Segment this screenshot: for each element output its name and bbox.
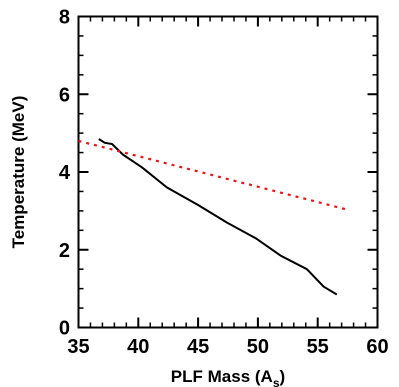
x-axis-title-subscript: s: [273, 376, 280, 387]
x-axis-title: PLF Mass (As): [171, 367, 285, 387]
x-tick-label: 50: [247, 336, 269, 358]
x-tick-label: 40: [127, 336, 149, 358]
x-tick-label: 45: [187, 336, 209, 358]
y-tick-label: 0: [59, 318, 70, 340]
y-tick-labels: 0 2 4 6 8: [59, 7, 71, 340]
plot-frame: [77, 15, 379, 329]
y-tick-label: 4: [59, 162, 71, 184]
y-tick-label: 8: [59, 7, 70, 29]
x-axis-title-close: ): [280, 367, 286, 386]
y-axis-title: Temperature (MeV): [9, 96, 28, 249]
y-tick-label: 2: [59, 240, 70, 262]
x-tick-label: 60: [366, 336, 388, 358]
x-tick-label: 55: [307, 336, 329, 358]
minor-ticks: [77, 15, 379, 329]
solid-series-line: [98, 138, 338, 296]
x-tick-label: 35: [67, 336, 89, 358]
dotted-series-line: [78, 139, 348, 211]
series-layer: [78, 138, 348, 296]
x-axis-title-text: PLF Mass (A: [171, 367, 273, 386]
x-tick-labels: 35 40 45 50 55 60: [67, 336, 388, 358]
major-ticks: [77, 15, 379, 329]
y-tick-label: 6: [59, 84, 70, 106]
